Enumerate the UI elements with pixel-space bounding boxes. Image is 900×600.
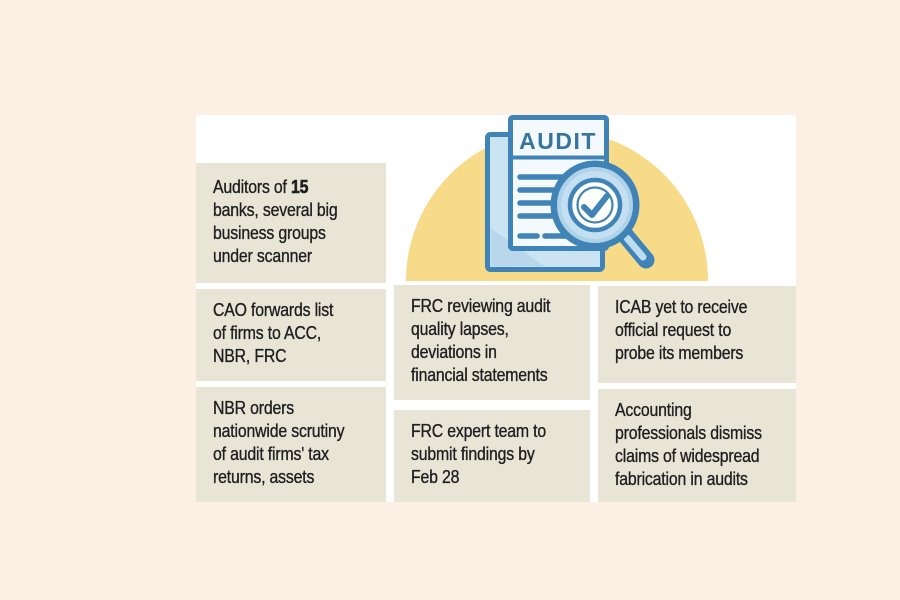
fact-box-cao: CAO forwards list of firms to ACC, NBR, …: [196, 289, 386, 381]
infographic-panel: AUDIT: [196, 115, 796, 502]
fact-text-cao: CAO forwards list of firms to ACC, NBR, …: [213, 300, 334, 366]
audit-illustration: AUDIT: [406, 115, 708, 281]
column-right: ICAB yet to receive official request to …: [598, 115, 796, 502]
fact-box-icab: ICAB yet to receive official request to …: [598, 286, 796, 383]
column-middle: FRC reviewing audit quality lapses, devi…: [394, 115, 590, 502]
fact-text-auditors: Auditors of 15 banks, several big busine…: [213, 177, 338, 266]
fact-box-frc-deadline: FRC expert team to submit findings by Fe…: [394, 410, 590, 502]
fact-text-accounting: Accounting professionals dismiss claims …: [615, 400, 762, 489]
magnifier-icon: [550, 160, 655, 269]
fact-box-nbr: NBR orders nationwide scrutiny of audit …: [196, 387, 386, 502]
audit-title: AUDIT: [519, 128, 597, 154]
fact-text-frc-review: FRC reviewing audit quality lapses, devi…: [411, 296, 551, 385]
column-left: Auditors of 15 banks, several big busine…: [196, 115, 386, 502]
fact-text-icab: ICAB yet to receive official request to …: [615, 297, 748, 363]
fact-box-auditors: Auditors of 15 banks, several big busine…: [196, 163, 386, 283]
fact-box-frc-review: FRC reviewing audit quality lapses, devi…: [394, 285, 590, 400]
fact-text-nbr: NBR orders nationwide scrutiny of audit …: [213, 398, 345, 487]
fact-text-frc-deadline: FRC expert team to submit findings by Fe…: [411, 421, 547, 487]
checkmark-icon: [581, 193, 610, 218]
fact-grid: Auditors of 15 banks, several big busine…: [196, 115, 796, 502]
fact-box-accounting: Accounting professionals dismiss claims …: [598, 389, 796, 502]
highlight-count: 15: [291, 177, 309, 198]
